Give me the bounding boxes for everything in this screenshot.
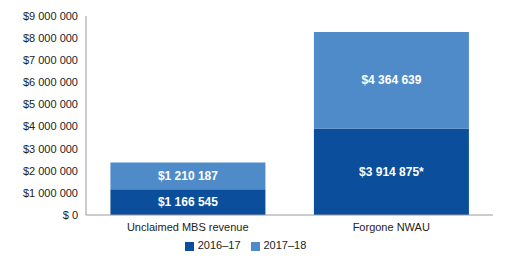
svg-text:Forgone NWAU: Forgone NWAU [353,221,430,233]
svg-text:$9 000 000: $9 000 000 [23,10,78,22]
svg-text:$8 000 000: $8 000 000 [23,32,78,44]
svg-text:$6 000 000: $6 000 000 [23,76,78,88]
svg-text:$7 000 000: $7 000 000 [23,54,78,66]
html-text:2016–17: 2016–17 [197,239,241,251]
html-text:2017–18: 2017–18 [263,239,307,251]
svg-text:$1 166 545: $1 166 545 [158,195,218,209]
svg-text:$4 364 639: $4 364 639 [361,73,421,87]
svg-text:$1 210 187: $1 210 187 [158,169,218,183]
svg-text:Unclaimed MBS revenue: Unclaimed MBS revenue [127,221,249,233]
svg-text:$2 000 000: $2 000 000 [23,165,78,177]
svg-text:$3 914 875*: $3 914 875* [359,165,424,179]
svg-text:$ 0: $ 0 [63,209,78,221]
svg-text:$1 000 000: $1 000 000 [23,187,78,199]
svg-text:$5 000 000: $5 000 000 [23,98,78,110]
svg-text:$3 000 000: $3 000 000 [23,143,78,155]
svg-text:$4 000 000: $4 000 000 [23,120,78,132]
